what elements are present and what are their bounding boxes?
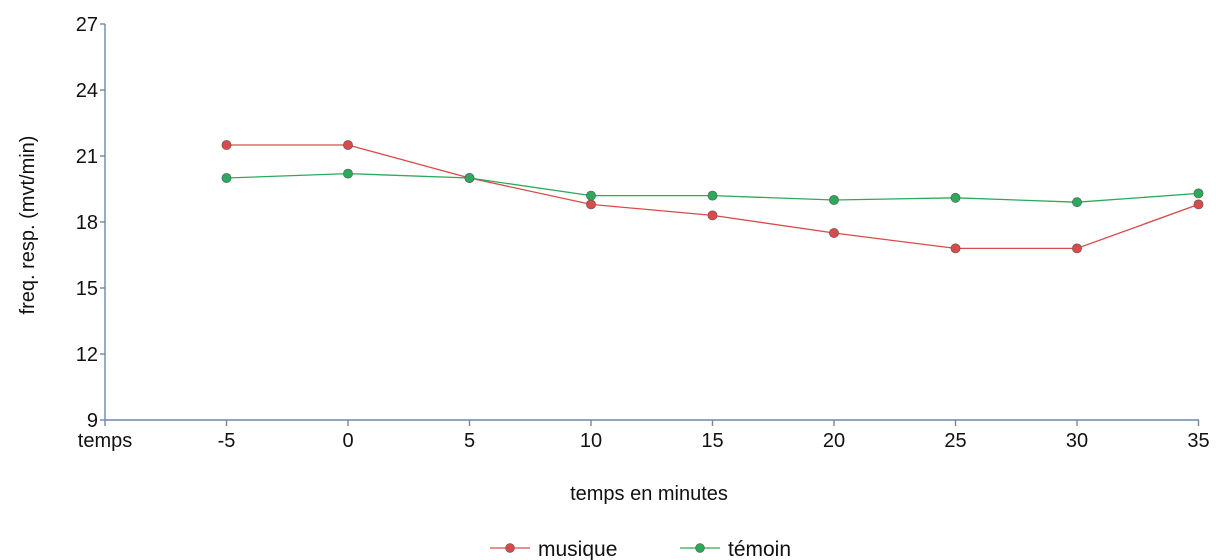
x-axis-title: temps en minutes bbox=[570, 483, 728, 505]
x-tick-label: 35 bbox=[1187, 430, 1209, 452]
data-point bbox=[343, 140, 353, 150]
y-tick-label: 27 bbox=[76, 14, 98, 36]
x-tick-label: -5 bbox=[218, 430, 236, 452]
series-musique bbox=[221, 140, 1204, 254]
data-point bbox=[1072, 243, 1082, 254]
data-point bbox=[586, 199, 596, 210]
x-tick-label: 30 bbox=[1066, 430, 1088, 452]
data-point bbox=[829, 228, 839, 238]
y-tick-label: 9 bbox=[87, 410, 98, 432]
data-point bbox=[707, 210, 718, 221]
legend-swatch-marker bbox=[505, 543, 515, 553]
x-tick-label: 20 bbox=[823, 430, 845, 452]
y-ticks: 9 12 15 18 21 24 27 bbox=[76, 14, 105, 432]
data-point bbox=[1072, 197, 1082, 208]
legend-item: musique bbox=[490, 538, 617, 560]
data-point bbox=[829, 195, 839, 205]
x-ticks: temps -5 0 5 10 15 20 25 30 35 bbox=[78, 420, 1210, 452]
series-témoin bbox=[221, 168, 1204, 208]
legend-item: témoin bbox=[680, 538, 791, 560]
y-tick-label: 24 bbox=[76, 80, 98, 102]
data-point bbox=[221, 140, 232, 150]
data-point bbox=[1193, 188, 1204, 199]
data-point bbox=[707, 190, 718, 201]
x-tick-label: temps bbox=[78, 430, 132, 452]
legend-label: musique bbox=[538, 538, 617, 560]
axes: 9 12 15 18 21 24 27 temps -5 0 5 10 15 20 25 30 35 bbox=[76, 14, 1210, 452]
x-tick-label: 25 bbox=[944, 430, 966, 452]
data-point bbox=[221, 173, 232, 183]
x-tick-label: 10 bbox=[580, 430, 602, 452]
y-tick-label: 12 bbox=[76, 344, 98, 366]
legend-label: témoin bbox=[728, 538, 791, 560]
data-point bbox=[464, 173, 475, 183]
legend-swatch-marker bbox=[695, 543, 705, 553]
series-layer bbox=[221, 140, 1204, 254]
y-tick-label: 15 bbox=[76, 278, 98, 300]
x-tick-label: 0 bbox=[342, 430, 353, 452]
y-tick-label: 18 bbox=[76, 212, 98, 234]
x-tick-label: 5 bbox=[464, 430, 475, 452]
y-tick-label: 21 bbox=[76, 146, 98, 168]
data-point bbox=[950, 243, 961, 254]
y-axis-title: freq. resp. (mvt/min) bbox=[17, 136, 39, 315]
data-point bbox=[586, 190, 596, 201]
data-point bbox=[1193, 199, 1204, 210]
x-tick-label: 15 bbox=[701, 430, 723, 452]
data-point bbox=[343, 168, 353, 179]
data-point bbox=[950, 192, 961, 203]
legend: musique témoin bbox=[490, 538, 791, 560]
